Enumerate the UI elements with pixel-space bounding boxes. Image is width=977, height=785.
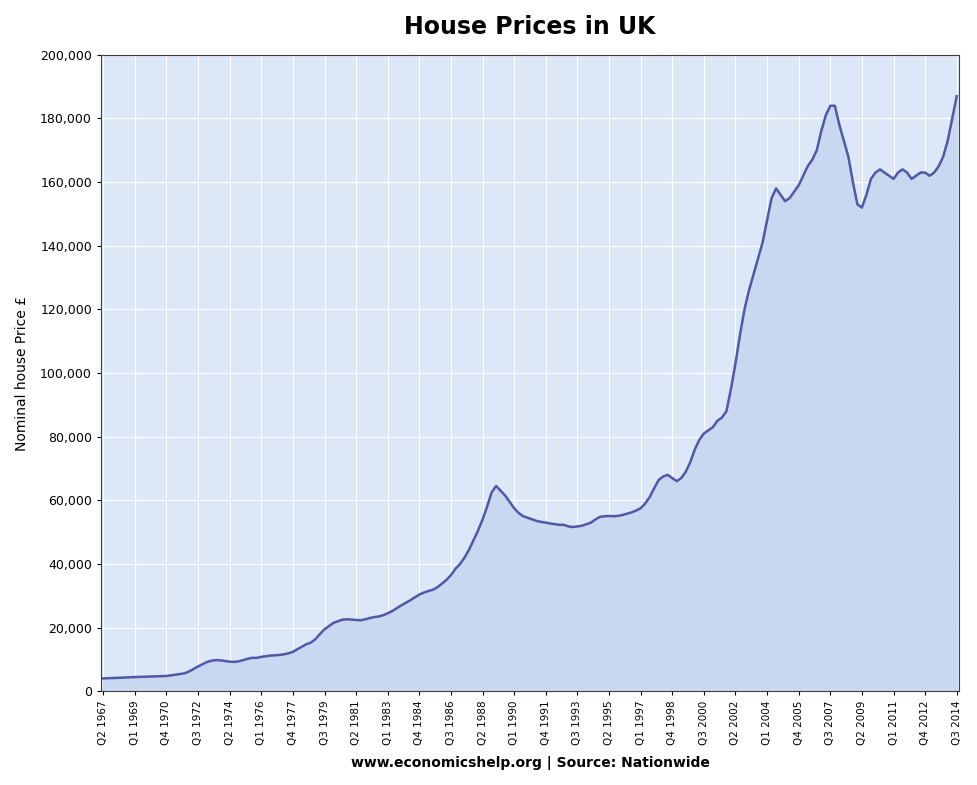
X-axis label: www.economicshelp.org | Source: Nationwide: www.economicshelp.org | Source: Nationwi… xyxy=(351,756,709,770)
Y-axis label: Nominal house Price £: Nominal house Price £ xyxy=(15,295,29,451)
Title: House Prices in UK: House Prices in UK xyxy=(404,15,656,39)
